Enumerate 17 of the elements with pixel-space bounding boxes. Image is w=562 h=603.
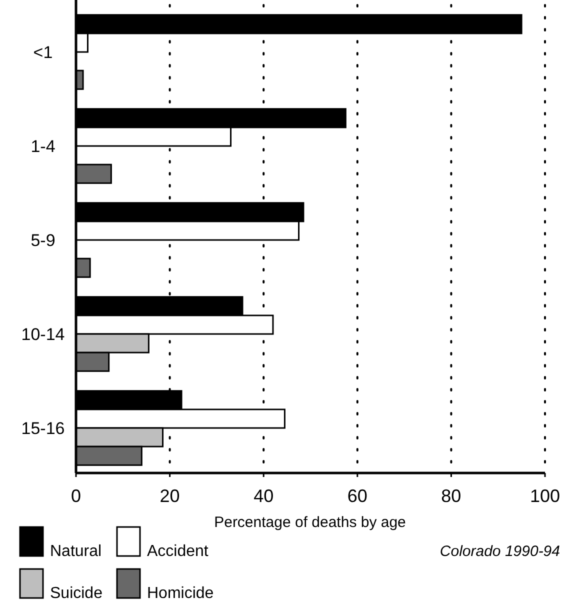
y-tick-label: 15-16	[21, 419, 65, 438]
legend-label: Homicide	[147, 585, 214, 602]
x-tick-label: 20	[160, 486, 180, 506]
y-tick-label: <1	[33, 43, 53, 62]
y-tick-label: 1-4	[30, 137, 56, 156]
x-tick-label: 60	[347, 486, 368, 506]
legend-label: Suicide	[50, 585, 103, 602]
x-tick-label: 80	[441, 486, 462, 506]
y-tick-label: 5-9	[30, 231, 56, 250]
x-tick-label: 40	[254, 486, 274, 506]
x-tick-label: 0	[70, 486, 82, 506]
x-axis-title: Percentage of deaths by age	[214, 514, 406, 531]
legend-label: Accident	[147, 543, 209, 560]
y-tick-label: 10-14	[21, 325, 65, 344]
legend-label: Natural	[50, 543, 102, 560]
text: Colorado 1990-94	[440, 543, 560, 560]
x-tick-label: 100	[530, 486, 560, 506]
